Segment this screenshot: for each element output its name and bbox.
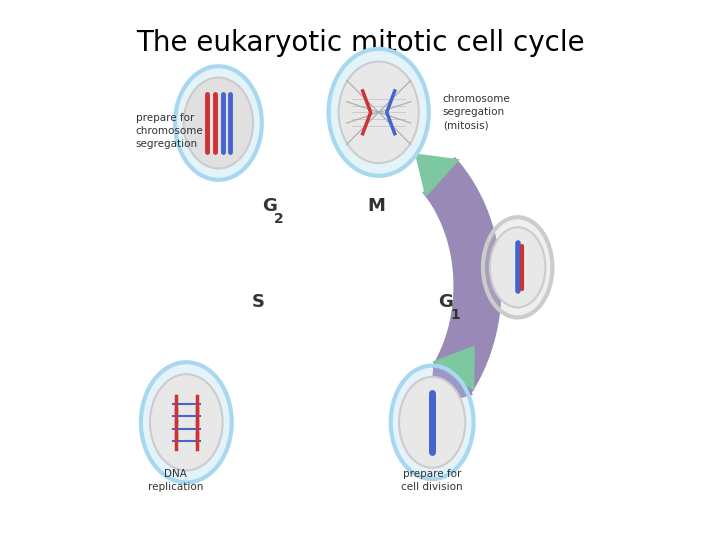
PathPatch shape [423,157,502,397]
Ellipse shape [399,377,465,468]
Ellipse shape [175,66,262,180]
Text: S: S [252,293,265,311]
Text: 1: 1 [450,308,460,322]
Polygon shape [432,346,474,391]
Ellipse shape [328,49,429,176]
Ellipse shape [141,362,232,482]
Text: G: G [261,197,276,215]
Polygon shape [429,362,473,407]
Ellipse shape [483,217,552,318]
PathPatch shape [423,157,502,397]
Ellipse shape [184,78,253,168]
Ellipse shape [338,62,419,163]
Ellipse shape [490,227,546,307]
Text: G: G [438,293,453,311]
Polygon shape [415,153,460,198]
Text: 2: 2 [274,212,284,226]
Text: chromosome
segregation
(mitosis): chromosome segregation (mitosis) [443,94,510,131]
Ellipse shape [391,366,474,479]
Ellipse shape [150,374,222,470]
Text: prepare for
cell division: prepare for cell division [401,469,463,492]
Text: prepare for
chromosome
segregation: prepare for chromosome segregation [135,113,203,149]
Text: The eukaryotic mitotic cell cycle: The eukaryotic mitotic cell cycle [135,30,585,57]
Text: DNA
replication: DNA replication [148,469,203,492]
Text: M: M [367,197,385,215]
